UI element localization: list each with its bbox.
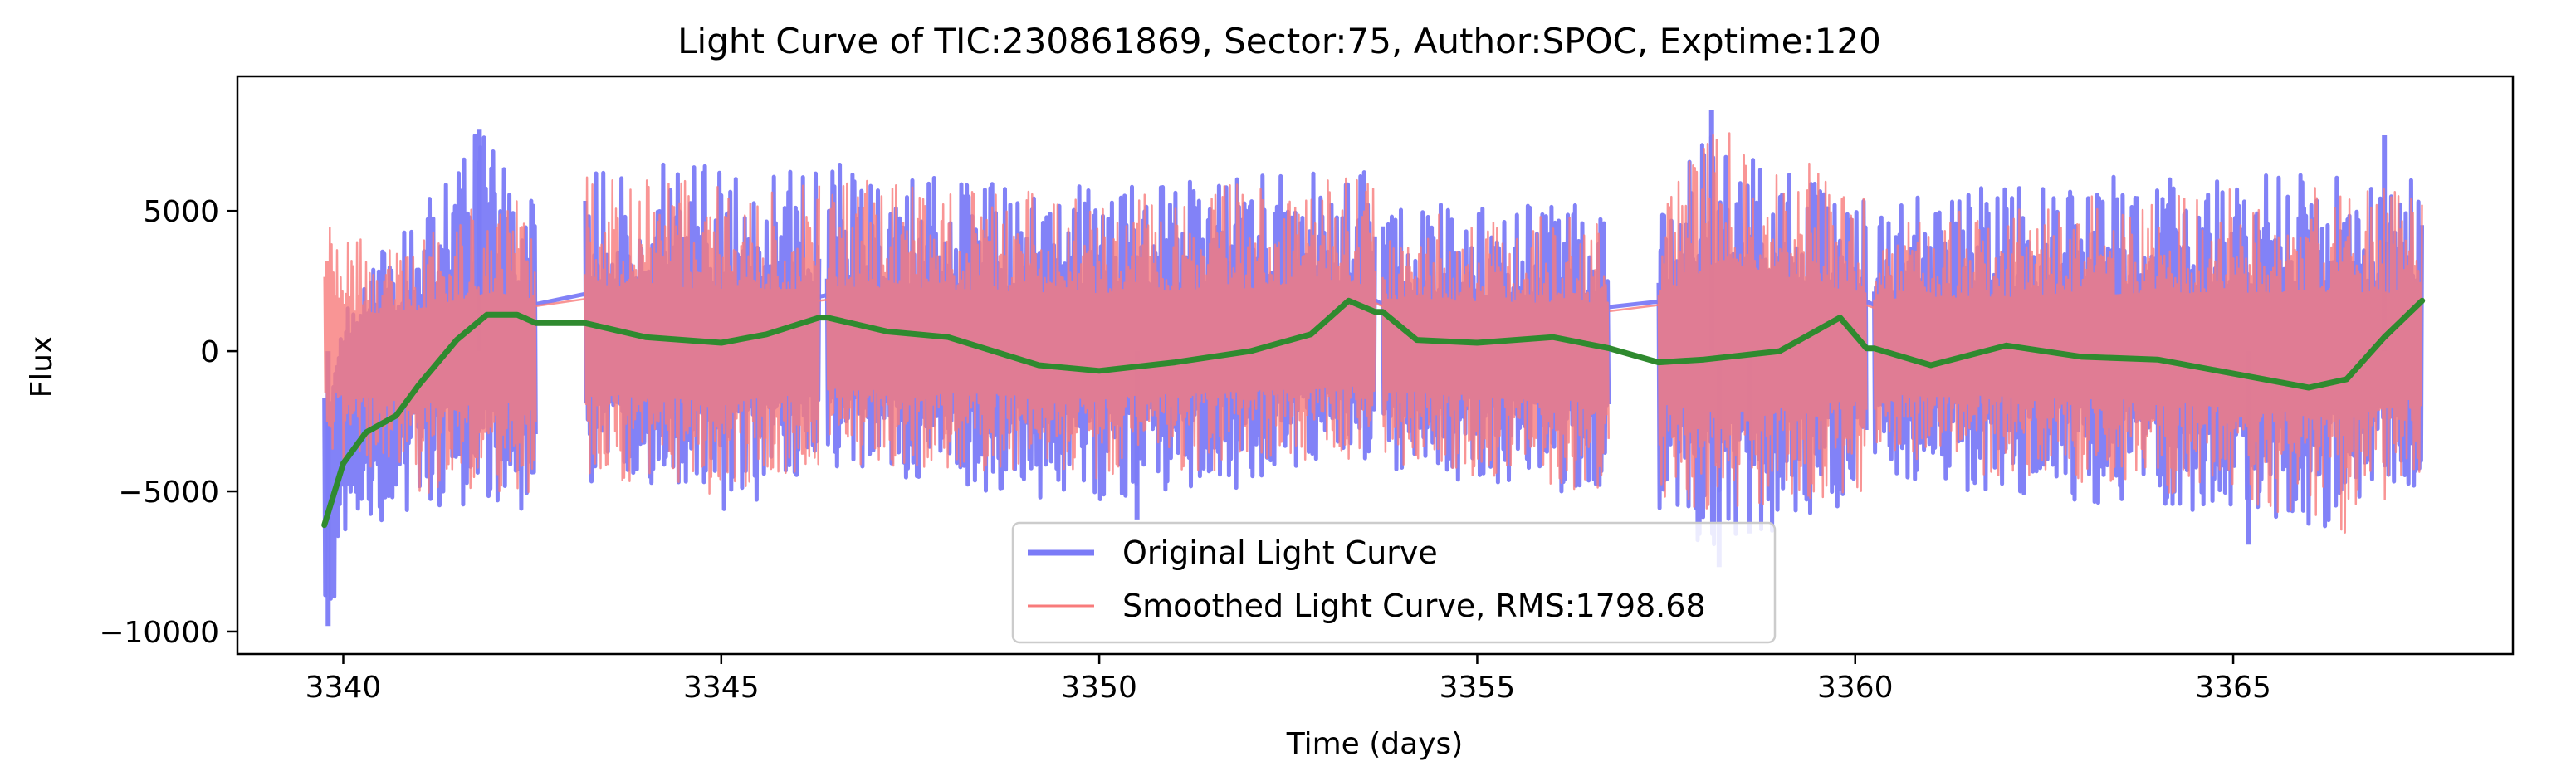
axes-layer: 3340 3345 3350 3355 3360 3365 −10000 −5000 0 5000 [99,195,2271,705]
x-tick-label-2: 3350 [1061,671,1137,705]
legend-label-original: Original Light Curve [1122,534,1438,571]
y-tick-label-1: −5000 [118,476,219,510]
series-original-gap-0 [535,291,586,306]
legend-box [1011,521,1777,644]
y-axis-label: Flux [25,336,59,398]
series-smoothed-segment-1 [584,176,821,495]
series-smoothed [323,132,2423,534]
chart-title: Light Curve of TIC:230861869, Sector:75,… [677,21,1881,61]
series-smoothed-gap-2 [1374,301,1384,308]
y-tick-label-2: 0 [200,335,219,369]
x-tick-label-3: 3355 [1440,671,1516,705]
y-tick-label-0: −10000 [99,616,219,650]
x-tick-label-4: 3360 [1817,671,1894,705]
series-original-gap-1 [819,293,828,299]
series-layer [321,110,2426,627]
series-smoothed-segment-0 [323,200,537,494]
x-axis-label: Time (days) [1286,727,1464,761]
series-smoothed-gap-4 [1866,304,1875,310]
series-original-gap-3 [1609,299,1659,310]
series-smoothed-segment-5 [1873,187,2423,534]
y-tick-label-3: 5000 [143,195,219,229]
legend-label-smoothed: Smoothed Light Curve, RMS:1798.68 [1122,588,1706,624]
x-tick-label-0: 3340 [306,671,382,705]
series-smoothed-gap-3 [1609,304,1659,313]
legend: Original Light Curve Smoothed Light Curv… [1011,521,1777,644]
series-smoothed-segment-2 [826,177,1376,480]
series-smoothed-segment-4 [1657,132,1868,510]
series-original-gap-2 [1374,298,1384,307]
x-tick-label-1: 3345 [683,671,760,705]
plot-frame [236,75,2515,656]
series-original-gap-4 [1865,300,1875,307]
series-trend-line [321,297,2426,529]
x-tick-label-5: 3365 [2195,671,2271,705]
series-smoothed-segment-3 [1381,213,1610,491]
series-smoothed-gap-0 [535,298,586,307]
